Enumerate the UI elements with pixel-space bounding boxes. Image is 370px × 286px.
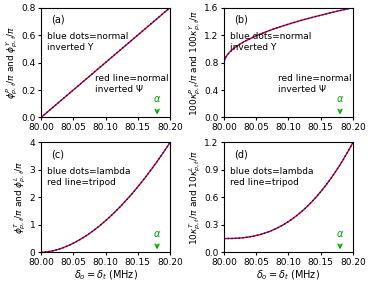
Y-axis label: $10\kappa_{p,t}^T/\pi$ and $10\kappa_{p,t}^L/\pi$: $10\kappa_{p,t}^T/\pi$ and $10\kappa_{p,… xyxy=(187,150,203,245)
Text: red line=normal
inverted Ψ: red line=normal inverted Ψ xyxy=(278,74,352,94)
Text: red line=normal
inverted Ψ: red line=normal inverted Ψ xyxy=(95,74,169,94)
Text: $\alpha$: $\alpha$ xyxy=(153,94,161,113)
Text: blue dots=lambda
red line=tripod: blue dots=lambda red line=tripod xyxy=(47,167,131,187)
Y-axis label: $\phi_{p,t}^T/\pi$ and $\phi_{p,t}^L/\pi$: $\phi_{p,t}^T/\pi$ and $\phi_{p,t}^L/\pi… xyxy=(13,161,28,234)
Text: $\alpha$: $\alpha$ xyxy=(336,229,344,248)
Text: blue dots=normal
inverted Y: blue dots=normal inverted Y xyxy=(47,32,129,52)
Text: $\alpha$: $\alpha$ xyxy=(336,94,344,113)
Text: (b): (b) xyxy=(234,14,248,24)
X-axis label: $\delta_o = \delta_t$ (MHz): $\delta_o = \delta_t$ (MHz) xyxy=(256,268,320,282)
Text: (a): (a) xyxy=(51,14,65,24)
Text: blue dots=lambda
red line=tripod: blue dots=lambda red line=tripod xyxy=(231,167,314,187)
Text: $\alpha$: $\alpha$ xyxy=(153,229,161,248)
Y-axis label: $100\kappa_{p,t}^P/\pi$ and $100\kappa_{p,t}^Y/\pi$: $100\kappa_{p,t}^P/\pi$ and $100\kappa_{… xyxy=(187,9,203,116)
Text: (c): (c) xyxy=(51,149,64,159)
Text: blue dots=normal
inverted Y: blue dots=normal inverted Y xyxy=(231,32,312,52)
X-axis label: $\delta_o = \delta_t$ (MHz): $\delta_o = \delta_t$ (MHz) xyxy=(74,268,138,282)
Y-axis label: $\phi_{p,t}^P/\pi$ and $\phi_{p,t}^Y/\pi$: $\phi_{p,t}^P/\pi$ and $\phi_{p,t}^Y/\pi… xyxy=(4,26,20,99)
Text: (d): (d) xyxy=(234,149,248,159)
